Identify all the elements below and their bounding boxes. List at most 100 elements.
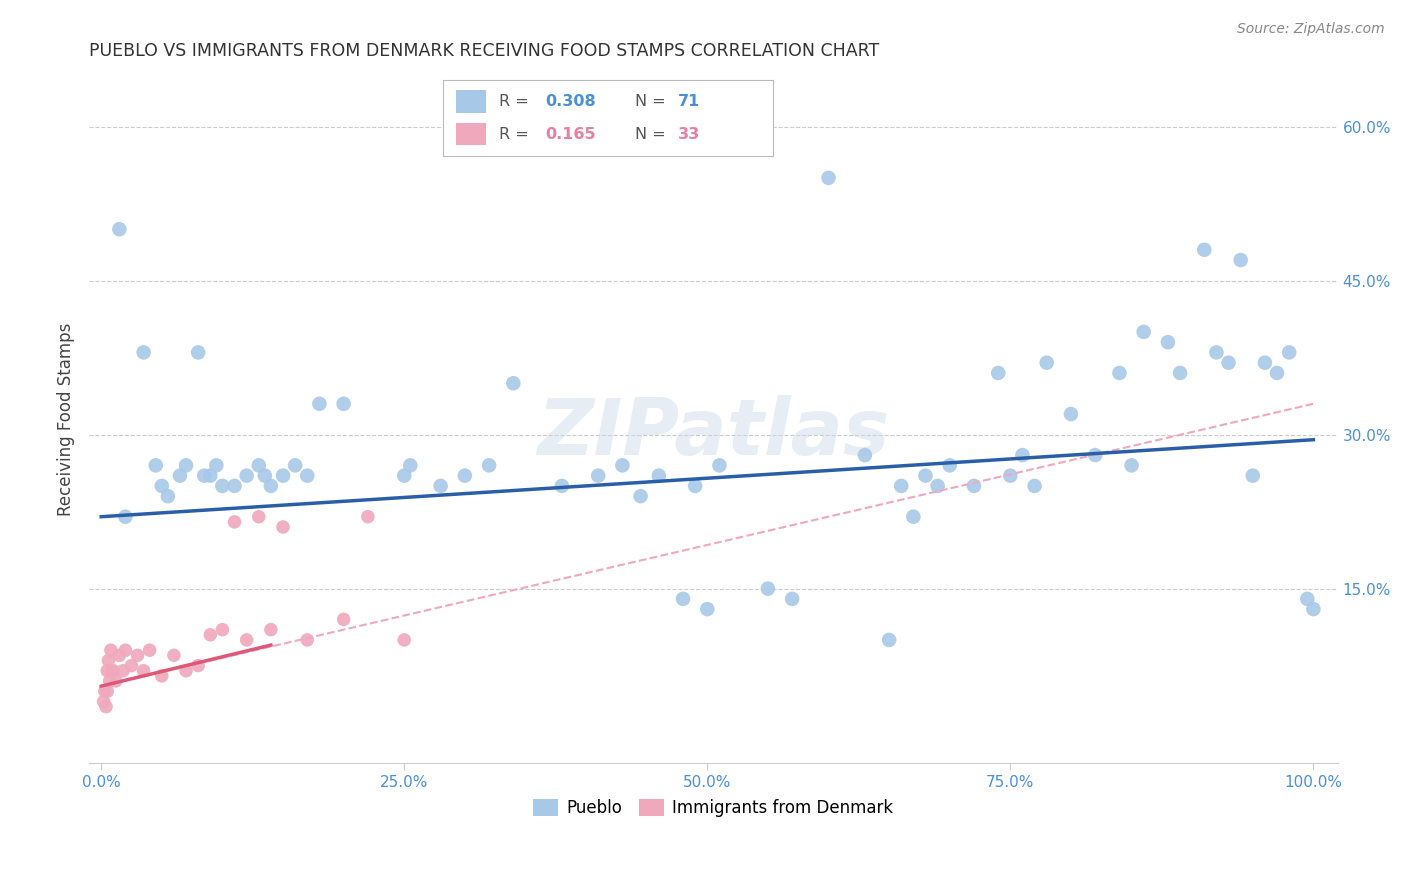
- Point: [97, 653, 120, 667]
- Text: 71: 71: [678, 94, 700, 109]
- Text: 0.165: 0.165: [546, 127, 596, 142]
- Point: [111, 664, 134, 678]
- Point: [1132, 325, 1154, 339]
- Point: [94, 699, 117, 714]
- Point: [1121, 458, 1143, 473]
- Text: R =: R =: [499, 127, 529, 142]
- Text: N =: N =: [634, 127, 665, 142]
- Point: [114, 643, 136, 657]
- Point: [1278, 345, 1301, 359]
- Point: [308, 397, 330, 411]
- Point: [145, 458, 167, 473]
- Point: [284, 458, 307, 473]
- Point: [101, 664, 124, 678]
- Point: [103, 664, 125, 678]
- Point: [332, 397, 354, 411]
- Point: [156, 489, 179, 503]
- Point: [672, 591, 695, 606]
- Point: [271, 468, 294, 483]
- Point: [138, 643, 160, 657]
- Point: [1205, 345, 1227, 359]
- Point: [127, 648, 149, 663]
- Point: [756, 582, 779, 596]
- Point: [260, 623, 283, 637]
- Point: [890, 479, 912, 493]
- Text: Source: ZipAtlas.com: Source: ZipAtlas.com: [1237, 22, 1385, 37]
- Point: [94, 684, 117, 698]
- Point: [612, 458, 634, 473]
- Point: [630, 489, 652, 503]
- Point: [1194, 243, 1216, 257]
- Point: [1108, 366, 1130, 380]
- Point: [187, 658, 209, 673]
- Point: [1011, 448, 1033, 462]
- Point: [96, 684, 118, 698]
- FancyBboxPatch shape: [456, 90, 486, 113]
- Text: PUEBLO VS IMMIGRANTS FROM DENMARK RECEIVING FOOD STAMPS CORRELATION CHART: PUEBLO VS IMMIGRANTS FROM DENMARK RECEIV…: [89, 42, 879, 60]
- Point: [1084, 448, 1107, 462]
- Point: [1168, 366, 1191, 380]
- Point: [1265, 366, 1288, 380]
- Point: [780, 591, 803, 606]
- Point: [200, 468, 222, 483]
- Point: [132, 345, 155, 359]
- Point: [247, 458, 270, 473]
- Point: [93, 694, 115, 708]
- Point: [297, 632, 319, 647]
- Point: [163, 648, 186, 663]
- Point: [253, 468, 276, 483]
- Point: [121, 658, 143, 673]
- Point: [104, 673, 127, 688]
- FancyBboxPatch shape: [456, 123, 486, 145]
- Point: [1060, 407, 1083, 421]
- Point: [817, 170, 839, 185]
- Point: [332, 612, 354, 626]
- Point: [853, 448, 876, 462]
- Point: [297, 468, 319, 483]
- Point: [683, 479, 706, 493]
- Point: [100, 643, 122, 657]
- Point: [235, 632, 257, 647]
- Point: [211, 623, 233, 637]
- Point: [987, 366, 1010, 380]
- Point: [260, 479, 283, 493]
- Text: 0.308: 0.308: [546, 94, 596, 109]
- Point: [903, 509, 925, 524]
- Point: [1296, 591, 1319, 606]
- Point: [108, 222, 131, 236]
- Point: [709, 458, 731, 473]
- Point: [429, 479, 451, 493]
- Point: [1035, 356, 1057, 370]
- Point: [586, 468, 609, 483]
- Text: R =: R =: [499, 94, 529, 109]
- Point: [114, 509, 136, 524]
- Point: [187, 345, 209, 359]
- Point: [551, 479, 574, 493]
- Point: [394, 632, 416, 647]
- Point: [1024, 479, 1046, 493]
- Legend: Pueblo, Immigrants from Denmark: Pueblo, Immigrants from Denmark: [526, 792, 900, 823]
- Point: [193, 468, 215, 483]
- Point: [96, 664, 118, 678]
- Point: [205, 458, 228, 473]
- Y-axis label: Receiving Food Stamps: Receiving Food Stamps: [58, 323, 75, 516]
- Point: [235, 468, 257, 483]
- Point: [224, 479, 246, 493]
- Point: [271, 520, 294, 534]
- Point: [150, 669, 173, 683]
- Point: [394, 468, 416, 483]
- Point: [98, 673, 121, 688]
- Point: [648, 468, 671, 483]
- Point: [877, 632, 900, 647]
- Point: [169, 468, 191, 483]
- Point: [696, 602, 718, 616]
- Point: [224, 515, 246, 529]
- Point: [357, 509, 380, 524]
- Point: [108, 648, 131, 663]
- Point: [1218, 356, 1240, 370]
- Point: [938, 458, 960, 473]
- Point: [211, 479, 233, 493]
- Point: [247, 509, 270, 524]
- Point: [1254, 356, 1277, 370]
- Point: [132, 664, 155, 678]
